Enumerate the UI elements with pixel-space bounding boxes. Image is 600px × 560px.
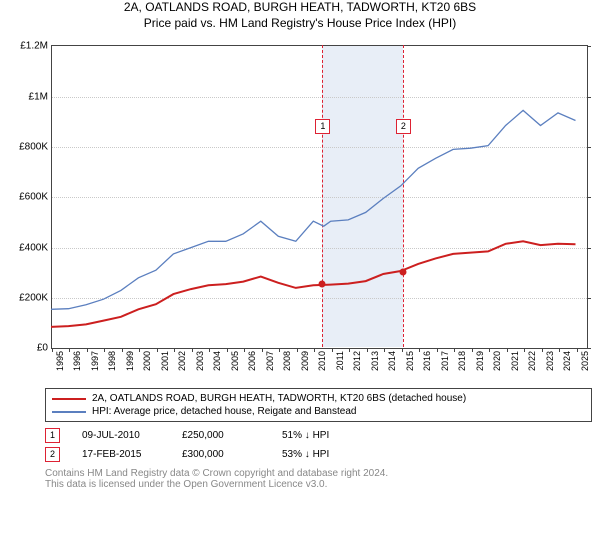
- transaction-table: 1 09-JUL-2010 £250,000 51% ↓ HPI 2 17-FEB-201…: [45, 426, 592, 464]
- transaction-delta: 51% ↓ HPI: [282, 430, 360, 441]
- price-chart: £0£200K£400K£600K£800K£1M£1.2M1995199619…: [6, 37, 594, 382]
- transaction-marker: 1: [45, 428, 60, 443]
- title-line-1: 2A, OATLANDS ROAD, BURGH HEATH, TADWORTH…: [0, 0, 600, 16]
- legend-label: 2A, OATLANDS ROAD, BURGH HEATH, TADWORTH…: [92, 393, 466, 404]
- transaction-marker: 2: [45, 447, 60, 462]
- legend: 2A, OATLANDS ROAD, BURGH HEATH, TADWORTH…: [45, 388, 592, 422]
- legend-item: 2A, OATLANDS ROAD, BURGH HEATH, TADWORTH…: [52, 392, 585, 405]
- transaction-date: 09-JUL-2010: [82, 430, 160, 441]
- chart-title: 2A, OATLANDS ROAD, BURGH HEATH, TADWORTH…: [0, 0, 600, 31]
- footer-line-2: This data is licensed under the Open Gov…: [45, 479, 592, 490]
- transaction-delta: 53% ↓ HPI: [282, 449, 360, 460]
- transaction-row: 1 09-JUL-2010 £250,000 51% ↓ HPI: [45, 426, 592, 445]
- transaction-date: 17-FEB-2015: [82, 449, 160, 460]
- footer-line-1: Contains HM Land Registry data © Crown c…: [45, 468, 592, 479]
- transaction-price: £250,000: [182, 430, 260, 441]
- legend-label: HPI: Average price, detached house, Reig…: [92, 406, 356, 417]
- series-hpi: [51, 111, 576, 310]
- transaction-row: 2 17-FEB-2015 £300,000 53% ↓ HPI: [45, 445, 592, 464]
- transaction-price: £300,000: [182, 449, 260, 460]
- title-line-2: Price paid vs. HM Land Registry's House …: [0, 16, 600, 32]
- footer: Contains HM Land Registry data © Crown c…: [45, 468, 592, 490]
- legend-item: HPI: Average price, detached house, Reig…: [52, 405, 585, 418]
